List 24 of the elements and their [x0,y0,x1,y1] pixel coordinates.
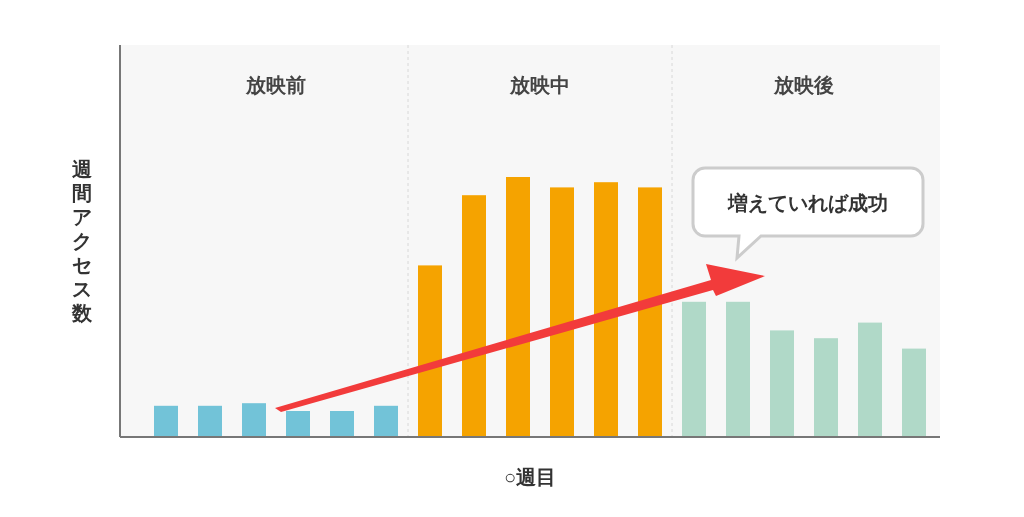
x-axis-title: ○週目 [503,466,557,488]
bar [374,405,398,437]
text: 放映前 [245,74,306,96]
bar [462,195,486,437]
bar [286,411,310,437]
text: 放映後 [773,74,834,96]
bar [770,330,794,437]
bar [550,187,574,437]
bar [154,405,178,437]
bar [242,403,266,437]
bar [418,265,442,437]
bar [330,411,354,437]
bar [726,301,750,437]
bar [506,177,530,437]
bar [858,322,882,437]
bar [682,301,706,437]
bar [198,405,222,437]
y-axis-title: 週間アクセス数 [71,158,93,324]
bar [594,182,618,437]
annotation: 増えていれば成功 [727,192,888,214]
bar [638,187,662,437]
text: 放映中 [509,74,570,96]
bar [814,338,838,437]
bar [902,348,926,437]
